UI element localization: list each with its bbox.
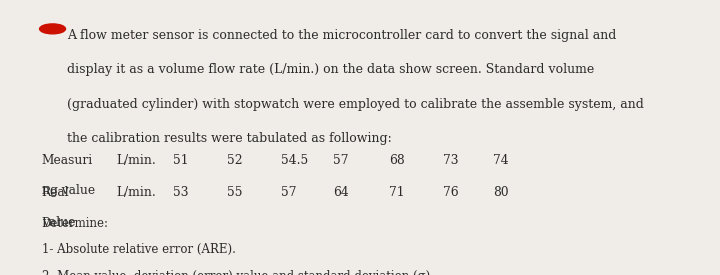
Text: 64: 64 <box>333 186 348 199</box>
Text: (graduated cylinder) with stopwatch were employed to calibrate the assemble syst: (graduated cylinder) with stopwatch were… <box>67 98 644 111</box>
Text: 2- Mean value, deviation (error) value and standard deviation (σ).: 2- Mean value, deviation (error) value a… <box>42 270 433 275</box>
Circle shape <box>40 24 66 34</box>
Text: value: value <box>42 216 75 229</box>
Text: 55: 55 <box>227 186 243 199</box>
Text: 74: 74 <box>493 154 509 167</box>
Text: Real: Real <box>42 186 69 199</box>
Text: 54.5: 54.5 <box>281 154 308 167</box>
Text: L/min.: L/min. <box>117 154 156 167</box>
Text: Determine:: Determine: <box>42 217 109 230</box>
Text: 53: 53 <box>173 186 189 199</box>
Text: L/min.: L/min. <box>117 186 156 199</box>
Text: 51: 51 <box>173 154 189 167</box>
Text: Measuri: Measuri <box>42 154 93 167</box>
Text: 57: 57 <box>333 154 348 167</box>
Text: A flow meter sensor is connected to the microcontroller card to convert the sign: A flow meter sensor is connected to the … <box>67 29 616 42</box>
Text: 1- Absolute relative error (ARE).: 1- Absolute relative error (ARE). <box>42 243 235 256</box>
Text: ng value: ng value <box>42 184 95 197</box>
Text: 68: 68 <box>389 154 405 167</box>
Text: 71: 71 <box>389 186 405 199</box>
Text: 57: 57 <box>281 186 297 199</box>
Text: the calibration results were tabulated as following:: the calibration results were tabulated a… <box>67 132 392 145</box>
Text: 52: 52 <box>227 154 243 167</box>
Text: 76: 76 <box>443 186 459 199</box>
Text: 80: 80 <box>493 186 509 199</box>
Text: 73: 73 <box>443 154 459 167</box>
Text: display it as a volume flow rate (L/min.) on the data show screen. Standard volu: display it as a volume flow rate (L/min.… <box>67 63 594 76</box>
